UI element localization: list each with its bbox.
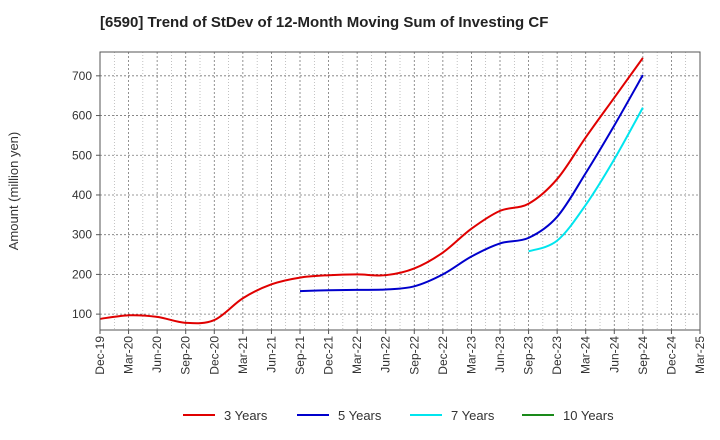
x-tick-label: Sep-22 — [407, 336, 421, 375]
legend-label-10-years: 10 Years — [563, 408, 614, 423]
x-tick-label: Mar-22 — [350, 336, 364, 374]
x-tick-label: Sep-24 — [636, 336, 650, 375]
y-tick-label: 300 — [72, 228, 92, 242]
x-tick-label: Dec-23 — [550, 336, 564, 375]
x-tick-label: Jun-20 — [150, 336, 164, 373]
legend-label-3-years: 3 Years — [224, 408, 268, 423]
x-tick-label: Mar-25 — [693, 336, 707, 374]
y-tick-label: 400 — [72, 188, 92, 202]
x-tick-label: Dec-21 — [322, 336, 336, 375]
x-tick-label: Dec-22 — [436, 336, 450, 375]
x-tick-label: Mar-20 — [122, 336, 136, 374]
legend-label-7-years: 7 Years — [451, 408, 495, 423]
plot-area-border — [99, 51, 701, 331]
y-tick-label: 500 — [72, 148, 92, 162]
x-tick-label: Mar-23 — [464, 336, 478, 374]
x-tick-label: Jun-21 — [264, 336, 278, 373]
x-tick-label: Dec-24 — [664, 336, 678, 375]
grid — [99, 52, 701, 330]
x-tick-label: Mar-21 — [236, 336, 250, 374]
chart-title: [6590] Trend of StDev of 12-Month Moving… — [100, 14, 549, 31]
x-tick-label: Jun-22 — [379, 336, 393, 373]
y-tick-label: 700 — [72, 69, 92, 83]
x-tick-label: Dec-19 — [93, 336, 107, 375]
y-tick-label: 200 — [72, 267, 92, 281]
y-tick-label: 600 — [72, 109, 92, 123]
x-tick-label: Mar-24 — [579, 336, 593, 374]
x-tick-label: Dec-20 — [207, 336, 221, 375]
x-tick-label: Jun-24 — [607, 336, 621, 373]
x-tick-label: Sep-23 — [522, 336, 536, 375]
x-tick-label: Sep-20 — [179, 336, 193, 375]
series-line-7-years — [528, 107, 644, 253]
series-line-5-years — [299, 74, 644, 293]
legend: 3 Years 5 Years 7 Years 10 Years — [183, 408, 614, 423]
legend-label-5-years: 5 Years — [338, 408, 382, 423]
x-axis-ticks: Dec-19 Mar-20 Jun-20 Sep-20 Dec-20 Mar-21 Jun-… — [93, 330, 707, 375]
y-axis-title: Amount (million yen) — [6, 132, 21, 251]
y-tick-label: 100 — [72, 307, 92, 321]
series-line-3-years — [99, 57, 644, 325]
x-tick-label: Sep-21 — [293, 336, 307, 375]
series-lines — [99, 57, 644, 325]
x-tick-label: Jun-23 — [493, 336, 507, 373]
y-axis-ticks: 100 200 300 400 500 600 700 — [72, 69, 100, 321]
